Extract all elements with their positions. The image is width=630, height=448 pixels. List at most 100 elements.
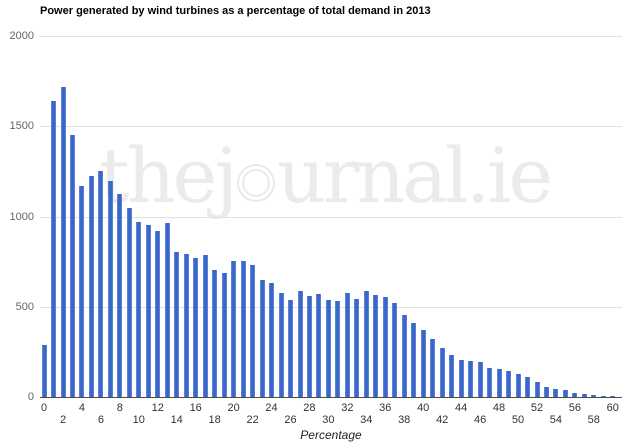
bar-x11 [145,224,151,397]
x-axis-tick-label: 50 [511,414,525,426]
bar-x20 [231,260,237,397]
x-axis-tick-label: 24 [265,402,278,414]
bar-x40 [420,330,426,397]
bar-x9 [126,207,132,397]
bar-x10 [136,221,142,397]
x-axis-tick-label: 32 [341,402,354,414]
bar-x17 [202,255,208,397]
bar-x18 [212,269,218,397]
x-axis-tick-label: 42 [436,414,449,426]
bar-x32 [344,293,350,397]
bar-x3 [69,135,75,397]
x-axis-tick-label: 36 [379,402,392,414]
bar-x0 [41,344,47,397]
bar-x53 [543,387,549,397]
bar-x34 [363,291,369,397]
bar-x19 [221,272,227,397]
bar-x47 [487,367,493,397]
x-axis-tick-label: 30 [322,414,335,426]
x-axis-tick-label: 40 [417,402,430,414]
bar-x5 [88,175,94,397]
x-axis-tick-label: 44 [454,402,468,414]
bar-x59 [600,395,606,397]
bar-x24 [269,283,274,397]
bar-x38 [401,314,407,397]
bar-x26 [288,300,293,397]
bar-x30 [325,300,331,397]
x-axis-tick-label: 60 [606,402,619,414]
bar-x31 [335,301,341,397]
bar-x12 [155,230,161,397]
bar-x46 [477,361,483,397]
gridline-1000 [40,217,622,218]
bar-x1 [51,101,56,397]
y-axis-tick-label: 2000 [9,30,34,42]
journal-logo-ring-icon [237,164,276,202]
bar-x8 [117,193,123,397]
x-axis-tick-label: 34 [360,414,373,426]
bar-x23 [259,279,265,397]
gridline-2000 [40,36,622,37]
x-axis-tick-label: 48 [492,402,506,414]
y-axis-tick-label: 1500 [9,120,34,132]
x-axis-tick-label: 12 [151,402,164,414]
x-axis-tick-label: 52 [530,402,544,414]
bar-x4 [79,185,85,397]
bar-x60 [610,395,616,397]
bar-x54 [553,388,559,397]
x-axis-tick-label: 0 [40,402,48,414]
x-axis-tick-label: 58 [587,414,600,426]
gridline-500 [40,307,622,308]
bar-x15 [183,254,189,397]
bar-x13 [164,222,170,397]
x-axis-tick-label: 28 [303,402,316,414]
x-axis-title: Percentage [300,428,362,442]
x-axis-tick-label: 56 [568,402,582,414]
bar-x21 [240,260,246,397]
y-axis-tick-label: 1000 [9,211,34,223]
bar-x39 [411,323,417,397]
x-axis-tick-label: 6 [97,414,104,426]
bar-x41 [430,339,436,397]
bar-x27 [297,290,303,397]
bar-x33 [354,298,360,397]
chart-title: Power generated by wind turbines as a pe… [40,5,431,17]
x-axis-tick-label: 18 [208,414,221,426]
bar-x42 [439,347,445,397]
watermark: thej urnal.ie [99,138,553,214]
bar-x48 [496,368,502,397]
x-axis-tick-label: 4 [78,402,85,414]
x-axis-tick-label: 54 [549,414,563,426]
x-axis-tick-label: 26 [284,414,297,426]
bar-x57 [581,394,587,397]
bar-x56 [572,392,578,397]
x-axis-tick-label: 8 [116,402,123,414]
x-axis-tick-label: 22 [246,414,259,426]
x-axis-tick-label: 46 [473,414,487,426]
bar-x51 [525,377,530,397]
bar-x44 [458,360,464,397]
bar-x2 [60,86,66,397]
bar-x35 [373,295,379,397]
bar-x14 [174,251,180,397]
bar-x36 [382,296,388,397]
bar-x45 [468,361,474,397]
x-axis-tick-label: 16 [189,402,202,414]
x-axis-tick-label: 38 [398,414,411,426]
bar-x28 [306,295,312,397]
y-axis-tick-label: 0 [27,391,34,403]
x-axis-baseline [40,397,622,398]
bar-x43 [449,354,455,397]
bar-x25 [278,293,284,397]
gridline-1500 [40,126,622,127]
x-axis-tick-label: 10 [132,414,145,426]
bar-x6 [98,171,104,397]
bar-x49 [506,370,511,397]
watermark-text-after: urnal.ie [277,131,553,220]
bar-x50 [515,374,521,397]
y-axis-tick-label: 500 [15,301,34,313]
bar-x55 [562,390,568,397]
bar-x16 [193,258,199,397]
